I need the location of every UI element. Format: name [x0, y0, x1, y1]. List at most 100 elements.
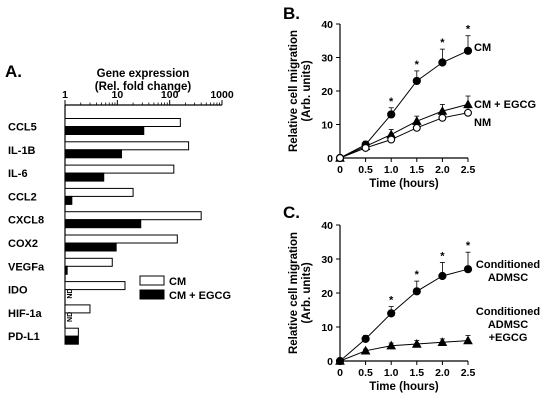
legend-label-cm: CM: [169, 276, 186, 288]
category-label: CXCL8: [8, 215, 44, 227]
y-tick-label: 30: [321, 53, 333, 65]
x-tick-label: 2.5: [461, 164, 476, 176]
bar-cm: [64, 187, 134, 197]
data-point: [412, 123, 421, 132]
data-point: [411, 338, 422, 348]
bar-cm: [64, 141, 190, 151]
y-tick-label: 20: [321, 288, 333, 300]
category-label: PD-L1: [8, 331, 40, 343]
y-tick-label: 0: [327, 356, 333, 368]
panel-a: A. Gene expression(Rel. fold change) 1 10 10…: [5, 62, 234, 345]
bar-cm-egcg: [64, 219, 142, 229]
data-point: [360, 345, 371, 355]
legend-label-cm-egcg: CM + EGCG: [169, 290, 231, 302]
bar-cm-egcg: [64, 172, 105, 182]
series-line: [339, 268, 469, 362]
series-label: Conditioned: [476, 306, 540, 318]
bar-cm: [64, 304, 91, 314]
data-point: [336, 154, 344, 162]
bar-cm: [64, 234, 178, 244]
x-tick-label: 2.0: [435, 367, 450, 379]
x-axis-title: Time (hours): [369, 178, 439, 190]
x-axis-title: Time (hours): [369, 381, 439, 393]
y-axis-title-line2: (Arb. units): [301, 262, 313, 323]
data-point: [438, 271, 447, 281]
data-point: [361, 334, 370, 343]
x-axis-title-line2: (Rel. fold change): [95, 81, 192, 93]
x-tick-label: 0.5: [358, 164, 373, 176]
data-point: [463, 335, 473, 345]
significance-mark: *: [466, 24, 471, 36]
panel-c: C. 0 10 20 30 40 0 0.5 1.0 1.5 2.0 2.5 Time (hours) R…: [283, 203, 540, 393]
x-tick-label: 1.0: [384, 367, 399, 379]
y-tick-label: 30: [321, 254, 333, 266]
x-tick-label: 1: [62, 89, 68, 101]
data-point: [463, 99, 473, 109]
y-tick-label: 10: [321, 120, 333, 132]
significance-mark: *: [389, 295, 394, 307]
significance-mark: *: [466, 240, 471, 252]
data-point: [412, 76, 421, 86]
series-label: NM: [474, 117, 491, 129]
x-tick-label: 2.5: [461, 367, 476, 379]
panel-letter: C.: [283, 203, 300, 222]
significance-mark: *: [440, 250, 445, 262]
series-line: [339, 103, 469, 159]
bar-cm-egcg: [64, 242, 117, 252]
data-point: [464, 108, 472, 117]
x-tick-label: 0: [337, 367, 343, 379]
bar-cm-egcg: [64, 126, 145, 135]
x-tick-label: 100: [161, 89, 179, 101]
y-axis-title-line2: (Arb. units): [301, 60, 313, 121]
bar-cm: [64, 257, 113, 267]
significance-mark: *: [389, 96, 394, 108]
data-point: [438, 113, 447, 122]
series-label: ADMSC: [488, 272, 528, 284]
series-label: CM + EGCG: [474, 99, 536, 111]
x-axis-title-line1: Gene expression: [97, 68, 190, 80]
legend-swatch-cm: [139, 275, 165, 286]
data-point: [463, 265, 473, 274]
data-point: [387, 110, 396, 119]
data-point: [361, 144, 370, 152]
significance-mark: *: [440, 37, 445, 49]
x-tick-label: 2.0: [435, 164, 450, 176]
x-tick-label: 1.0: [384, 164, 399, 176]
category-label: VEGFa: [8, 261, 45, 273]
bar-cm: [64, 211, 202, 221]
series-label: +EGCG: [489, 332, 528, 344]
bar-cm-egcg: [64, 265, 68, 275]
y-tick-label: 20: [321, 86, 333, 98]
data-point: [411, 116, 422, 125]
category-label: CCL2: [8, 191, 37, 203]
y-tick-label: 10: [321, 322, 333, 334]
x-tick-label: 1.5: [409, 164, 424, 176]
significance-mark: *: [415, 59, 420, 71]
series-label: Conditioned: [476, 259, 540, 271]
category-label: CCL5: [8, 122, 37, 134]
category-label: COX2: [8, 238, 38, 250]
series-line: [339, 340, 469, 362]
data-point: [463, 46, 473, 55]
legend-swatch-cm-egcg: [139, 289, 165, 300]
series-line: [339, 50, 469, 159]
x-tick-label: 10: [111, 89, 123, 101]
bar-cm: [64, 164, 175, 174]
bar-cm: [64, 118, 181, 127]
x-tick-label: 0: [337, 164, 343, 176]
series-label: CM: [474, 42, 491, 54]
data-point: [438, 58, 447, 67]
category-label: IL-1B: [8, 145, 36, 157]
y-tick-label: 40: [321, 19, 333, 31]
not-detected-label: ND: [67, 312, 74, 322]
data-point: [437, 337, 448, 346]
data-point: [387, 135, 396, 144]
category-label: IDO: [8, 285, 28, 297]
bar-cm-egcg: [64, 195, 73, 205]
series-label: ADMSC: [488, 319, 528, 331]
panel-b: B. 0 10 20 30 40 0 0.5 1.0 1.5 2.0 2.5 Time (hours) R…: [283, 4, 536, 190]
data-point: [335, 355, 345, 365]
panel-letter: B.: [283, 4, 300, 23]
bar-cm: [64, 281, 126, 291]
